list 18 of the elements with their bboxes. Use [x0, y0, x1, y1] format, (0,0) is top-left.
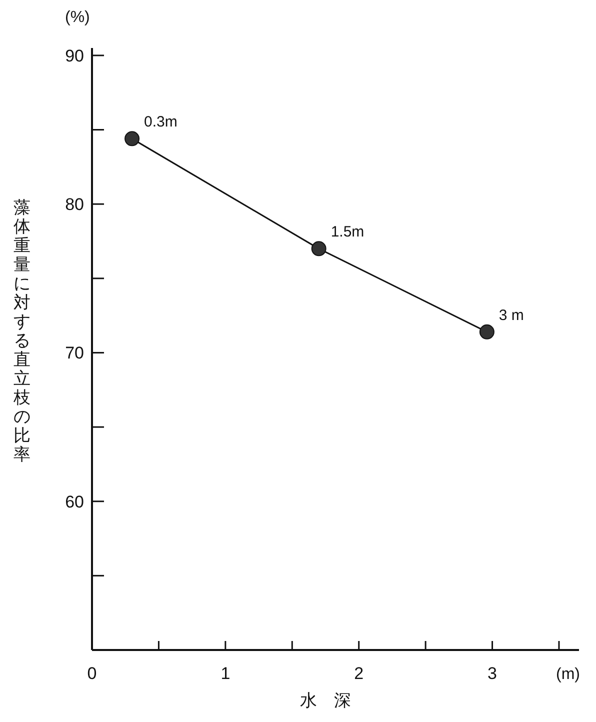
y-tick-label: 60 — [65, 492, 84, 512]
annotation: 1.5m — [330, 224, 364, 241]
x-tick-label: 3 — [488, 664, 498, 683]
x-tick-label: 2 — [354, 664, 364, 683]
x-axis-title: 水 深 — [300, 691, 351, 710]
text: 藻体重量に対する直立枝の比率 — [14, 198, 30, 464]
text: (m) — [556, 666, 580, 683]
y-tick-label: 70 — [65, 344, 84, 363]
x-tick-label: 0 — [87, 664, 97, 683]
x-tick-label: 1 — [220, 664, 230, 683]
point — [311, 241, 326, 256]
y-tick-label: 80 — [65, 195, 84, 214]
annotation: 0.3m — [144, 114, 178, 131]
point — [124, 131, 140, 146]
y-tick-label: 90 — [65, 46, 84, 66]
annotation: 3 m — [498, 306, 524, 324]
point — [479, 324, 494, 340]
text: (%) — [65, 9, 90, 26]
